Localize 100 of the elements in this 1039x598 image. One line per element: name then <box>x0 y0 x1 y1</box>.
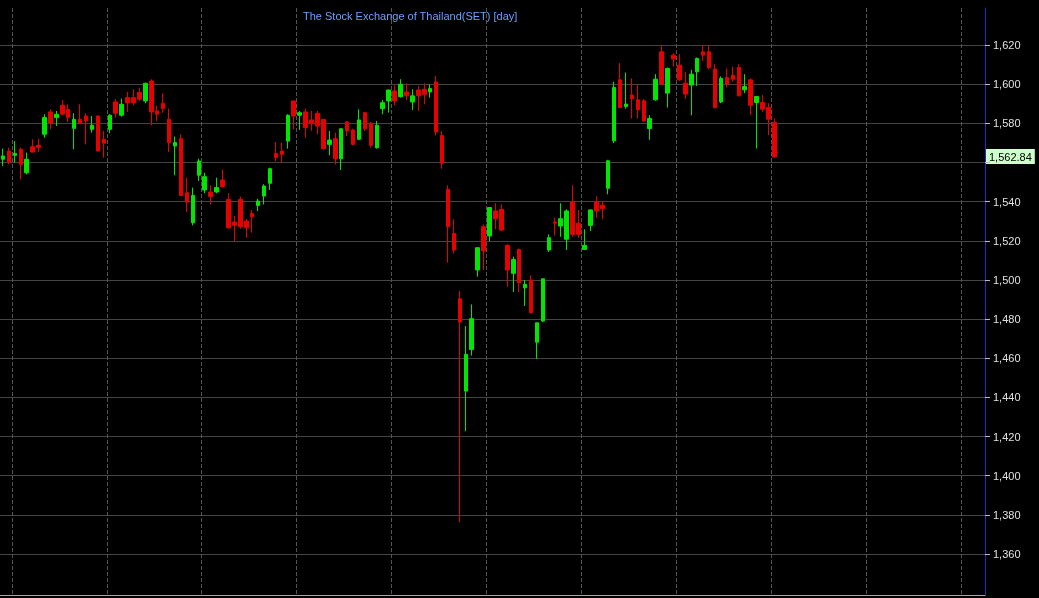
y-tick-label: 1,460 <box>993 352 1021 365</box>
candlestick <box>647 114 652 141</box>
candlestick <box>333 132 338 165</box>
candlestick <box>297 110 302 131</box>
candlestick <box>256 198 260 212</box>
candlestick <box>535 322 539 360</box>
candlestick <box>84 112 88 145</box>
candlestick <box>665 66 670 109</box>
text: 1,562.84 <box>989 150 1032 163</box>
candlestick <box>351 128 355 146</box>
y-tick-label: 1,420 <box>993 430 1021 443</box>
candlestick <box>161 92 165 114</box>
candlestick <box>250 209 254 234</box>
candlestick <box>197 158 201 182</box>
candlestick <box>541 278 545 323</box>
candlestick <box>659 44 664 85</box>
candlestick <box>606 159 610 195</box>
candlestick <box>268 167 272 191</box>
candlestick <box>636 84 640 120</box>
candlestick <box>517 248 521 293</box>
candlestick <box>113 98 118 119</box>
candlestick <box>642 98 646 123</box>
candlestick <box>464 325 468 432</box>
candlestick <box>588 208 593 232</box>
candlestick <box>42 113 47 139</box>
candlestick <box>671 52 676 67</box>
candlestick <box>719 75 723 104</box>
y-tick-label: 1,360 <box>993 547 1021 560</box>
candlestick <box>677 53 682 82</box>
candlestick <box>487 207 492 242</box>
candlestick <box>742 73 747 94</box>
candlestick <box>375 120 379 150</box>
candlestick <box>683 71 688 100</box>
candlestick <box>582 228 587 251</box>
candlestick <box>707 45 711 70</box>
candlestick <box>143 82 148 104</box>
candlestick <box>167 108 171 153</box>
candlestick <box>108 113 112 134</box>
y-tick-label: 1,600 <box>993 78 1021 91</box>
candlestick <box>434 75 438 136</box>
y-tick-label: 1,400 <box>993 469 1021 482</box>
candlestick <box>475 247 480 278</box>
candlestick <box>754 95 759 149</box>
candlestick <box>725 67 729 88</box>
candlestick <box>7 147 11 165</box>
candlestick <box>529 274 533 314</box>
candlestick <box>262 183 266 205</box>
candlestick <box>713 63 717 110</box>
candlestick <box>392 84 397 106</box>
candlestick <box>772 118 777 158</box>
candlestick <box>505 243 510 288</box>
candlestick <box>446 184 450 264</box>
candlestick <box>481 223 486 271</box>
candlestick <box>624 72 628 110</box>
candlestick <box>48 108 53 130</box>
candlestick <box>458 290 462 523</box>
candlestick <box>119 98 124 118</box>
candlestick <box>339 128 343 171</box>
candlestick <box>220 168 225 189</box>
y-tick-label: 1,580 <box>993 117 1021 130</box>
candlestick <box>410 88 415 111</box>
candlestick <box>440 130 444 170</box>
candlestick <box>345 120 349 137</box>
candlestick <box>737 63 741 97</box>
candlestick <box>96 114 100 152</box>
candlestick <box>404 82 409 101</box>
candlestick <box>689 69 694 116</box>
candlestick <box>208 184 213 205</box>
y-tick-label: 1,540 <box>993 195 1021 208</box>
candlestick <box>19 147 23 180</box>
candlestick <box>428 83 432 99</box>
candlestick <box>612 81 616 144</box>
candlestick <box>701 44 705 62</box>
candlestick <box>618 62 622 109</box>
candlestick <box>202 172 207 194</box>
candlestick <box>1 148 5 167</box>
candlestick <box>280 142 284 164</box>
candlestick <box>214 177 219 194</box>
candlestick <box>24 152 29 175</box>
candlestick <box>286 113 290 150</box>
y-tick-label: 1,380 <box>993 508 1021 521</box>
candlestick <box>291 100 296 130</box>
y-tick-label: 1,440 <box>993 391 1021 404</box>
candlestick <box>179 133 183 197</box>
candlestick <box>369 121 373 149</box>
candlestick <box>191 187 195 226</box>
candlestick <box>185 177 189 213</box>
candlestick <box>523 279 527 307</box>
candlestick <box>78 103 82 125</box>
candlestick <box>547 233 551 253</box>
candlestick <box>380 99 385 115</box>
candlestick <box>54 110 59 127</box>
candlestick <box>102 130 106 159</box>
candlestick <box>731 66 735 83</box>
candlestick <box>386 89 391 114</box>
candlestick <box>748 77 753 116</box>
candlestick <box>695 57 699 87</box>
candlestick <box>630 77 634 120</box>
candlestick <box>452 218 456 254</box>
candlestick <box>72 112 76 150</box>
